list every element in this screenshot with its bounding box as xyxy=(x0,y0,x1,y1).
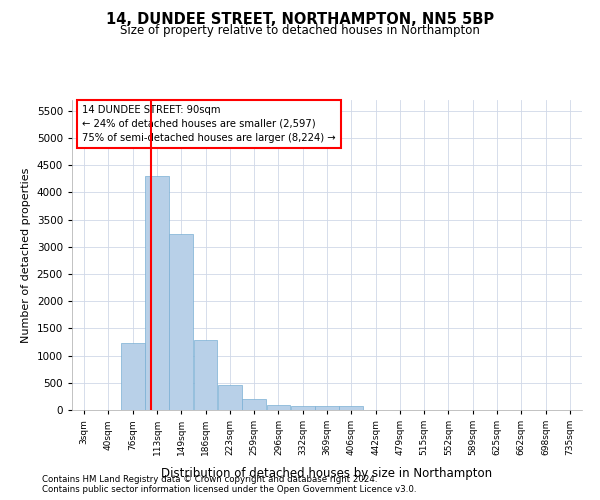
Bar xyxy=(242,400,266,410)
Bar xyxy=(218,385,242,410)
Text: 14 DUNDEE STREET: 90sqm
← 24% of detached houses are smaller (2,597)
75% of semi: 14 DUNDEE STREET: 90sqm ← 24% of detache… xyxy=(82,104,336,142)
Bar xyxy=(266,404,290,410)
Bar xyxy=(145,176,169,410)
Bar xyxy=(121,343,145,410)
Text: Size of property relative to detached houses in Northampton: Size of property relative to detached ho… xyxy=(120,24,480,37)
Text: 14, DUNDEE STREET, NORTHAMPTON, NN5 5BP: 14, DUNDEE STREET, NORTHAMPTON, NN5 5BP xyxy=(106,12,494,28)
Bar xyxy=(291,406,314,410)
Text: Contains public sector information licensed under the Open Government Licence v3: Contains public sector information licen… xyxy=(42,485,416,494)
Y-axis label: Number of detached properties: Number of detached properties xyxy=(21,168,31,342)
Text: Contains HM Land Registry data © Crown copyright and database right 2024.: Contains HM Land Registry data © Crown c… xyxy=(42,475,377,484)
Bar xyxy=(194,340,217,410)
Bar xyxy=(340,406,363,410)
Bar xyxy=(169,234,193,410)
Bar xyxy=(315,406,339,410)
X-axis label: Distribution of detached houses by size in Northampton: Distribution of detached houses by size … xyxy=(161,466,493,479)
